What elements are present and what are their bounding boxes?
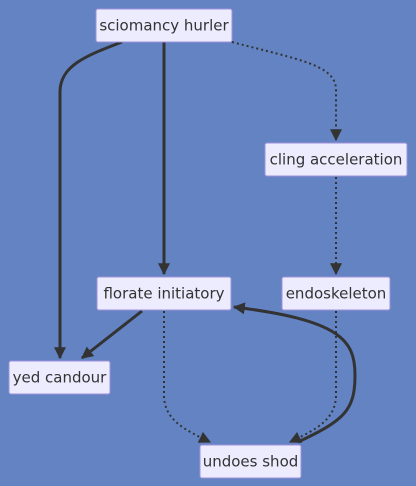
edge-florate-to-yed (81, 309, 143, 360)
node-yed-candour[interactable]: yed candour (8, 360, 111, 395)
node-endoskeleton[interactable]: endoskeleton (281, 276, 391, 311)
edge-sciomancy-to-cling (231, 41, 342, 142)
node-undoes-shod[interactable]: undoes shod (199, 444, 302, 479)
edge-endoskeleton-to-undoes (288, 311, 337, 443)
node-label: florate initiatory (103, 285, 224, 303)
edges (54, 40, 357, 444)
edge-undoes-to-florate (232, 302, 357, 444)
node-cling-acceleration[interactable]: cling acceleration (264, 142, 408, 177)
node-label: yed candour (13, 369, 108, 387)
node-label: undoes shod (203, 453, 299, 471)
node-label: cling acceleration (270, 151, 403, 169)
node-label: endoskeleton (286, 285, 387, 303)
edge-sciomancy-to-yed (54, 40, 123, 360)
edge-florate-to-undoes (163, 311, 212, 443)
node-label: sciomancy hurler (99, 17, 229, 35)
node-sciomancy-hurler[interactable]: sciomancy hurler (95, 8, 233, 43)
node-florate-initiatory[interactable]: florate initiatory (96, 276, 232, 311)
